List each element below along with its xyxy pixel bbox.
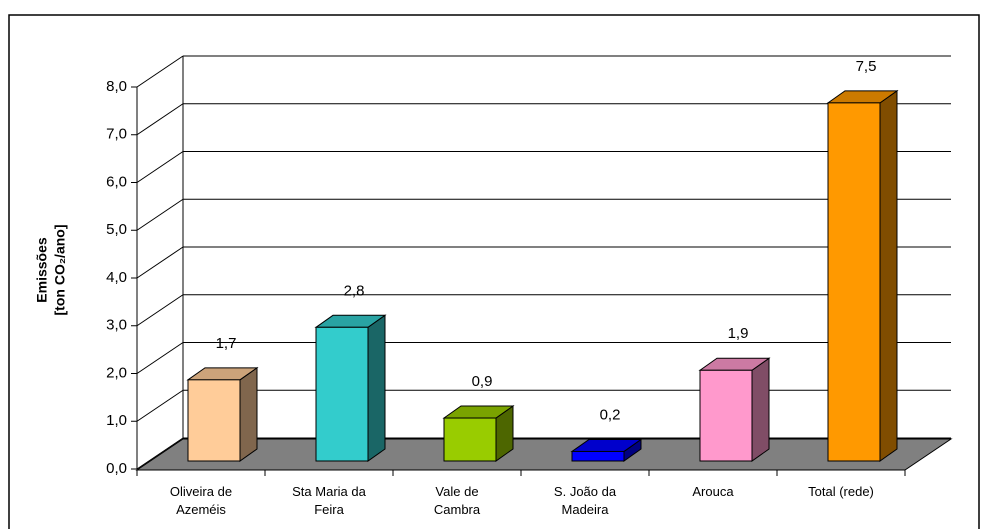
y-tick-label: 0,0 bbox=[106, 460, 127, 477]
data-label: 7,5 bbox=[856, 58, 877, 75]
bar bbox=[571, 450, 625, 462]
y-tick-label: 6,0 bbox=[106, 173, 127, 190]
grid-line bbox=[136, 103, 184, 136]
bar-side bbox=[879, 89, 898, 462]
x-tick-label: Arouca bbox=[692, 484, 734, 499]
y-tick-label: 2,0 bbox=[106, 364, 127, 381]
x-tick-label: S. João da Madeira bbox=[553, 484, 617, 517]
y-tick-label: 1,0 bbox=[106, 412, 127, 429]
y-tick-label: 8,0 bbox=[106, 78, 127, 95]
grid-line bbox=[136, 389, 184, 422]
y-axis-title-line: [ton CO₂/ano] bbox=[52, 225, 68, 316]
data-label: 2,8 bbox=[344, 282, 365, 299]
grid-line bbox=[136, 437, 184, 470]
bar-side bbox=[239, 366, 258, 462]
grid-line bbox=[136, 294, 184, 327]
data-label: 0,2 bbox=[600, 406, 621, 423]
grid-line bbox=[136, 151, 184, 183]
bar-side bbox=[751, 357, 770, 462]
grid-line bbox=[136, 198, 184, 231]
x-tick-label: Sta Maria da Feira bbox=[292, 484, 366, 517]
y-axis-title: Emissões [ton CO₂/ano] bbox=[34, 225, 68, 316]
y-axis-title-line: Emissões bbox=[34, 237, 50, 303]
y-tick-label: 4,0 bbox=[106, 269, 127, 286]
grid-line bbox=[136, 342, 184, 374]
y-tick-label: 7,0 bbox=[106, 126, 127, 143]
bar bbox=[827, 102, 881, 462]
data-label: 0,9 bbox=[472, 373, 493, 390]
x-tick-label: Vale de Cambra bbox=[433, 484, 481, 517]
x-tick-label: Oliveira de Azeméis bbox=[169, 484, 233, 517]
bar bbox=[699, 369, 753, 462]
grid-line bbox=[136, 246, 184, 279]
y-tick-label: 3,0 bbox=[106, 317, 127, 334]
data-label: 1,9 bbox=[728, 325, 749, 342]
data-label: 1,7 bbox=[216, 335, 237, 352]
y-tick-label: 5,0 bbox=[106, 221, 127, 238]
grid-line bbox=[136, 55, 184, 88]
bar bbox=[315, 326, 369, 462]
x-tick-label: Total (rede) bbox=[808, 484, 874, 499]
bar bbox=[187, 379, 241, 462]
bar-side bbox=[367, 314, 386, 462]
bar bbox=[443, 417, 497, 462]
